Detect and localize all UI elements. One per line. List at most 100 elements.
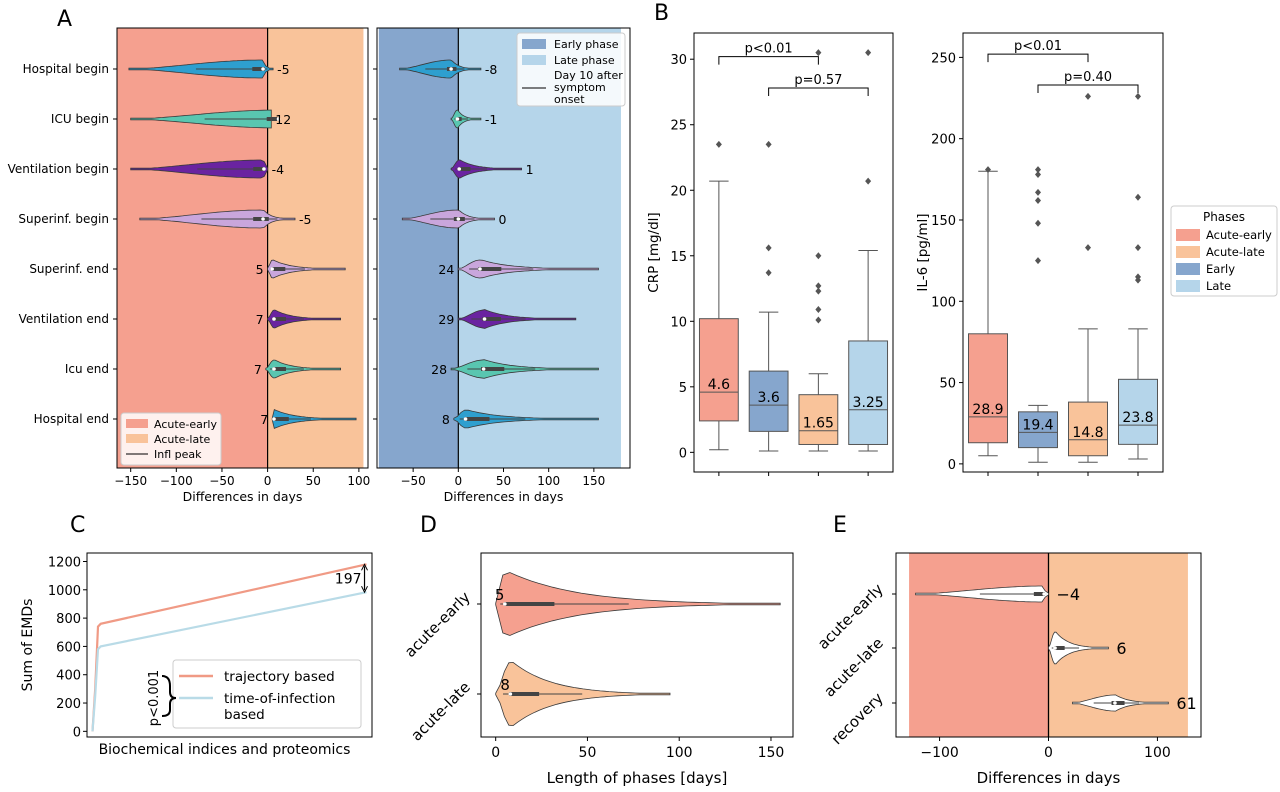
x-axis-label: Differences in days [977, 769, 1121, 787]
y-tick-label: 1200 [48, 555, 81, 570]
y-tick-label: 150 [931, 214, 956, 229]
y-tick-label: Hospital begin [23, 62, 109, 76]
panel-label-b: B [654, 1, 669, 26]
a-iqr-7 [464, 417, 490, 421]
outlier-2 [815, 252, 822, 260]
legend-label: Infl peak [154, 448, 202, 461]
panel-label-c: C [70, 513, 85, 538]
plot-frame [116, 27, 369, 469]
y-axis-label: IL-6 [pg/ml] [915, 213, 931, 291]
a-median-dot-7 [463, 417, 468, 421]
median-label: 1 [526, 162, 534, 177]
y-axis-label: CRP [mg/dl] [646, 212, 662, 292]
legend-swatch-0 [126, 419, 148, 428]
d-iqr-1 [509, 692, 540, 696]
y-tick-label: 800 [56, 612, 81, 627]
median-label: 29 [438, 312, 454, 327]
a-median-dot-4 [478, 267, 482, 271]
x-tick-label: −150 [114, 474, 147, 488]
x-tick-label: 0 [491, 745, 500, 761]
median-value-label: 3.6 [757, 390, 779, 406]
a-iqr-4 [478, 267, 502, 271]
y-tick-label: 0 [73, 725, 81, 740]
median-label: 5 [256, 262, 264, 277]
outlier-1 [1035, 166, 1041, 174]
panel-a-right-violins: -8 -1 1 0 24 29 28 8 −50 0 50 100 150 Differences in … [373, 27, 631, 504]
median-value-label: 19.4 [1022, 417, 1053, 433]
phase-background-1 [267, 28, 364, 468]
box-1 [748, 370, 789, 432]
legend-label-line: Day 10 after [554, 69, 623, 82]
legend-label-line: based [224, 707, 265, 723]
a-median-dot-0 [261, 67, 265, 71]
a-median-dot-5 [272, 317, 276, 321]
outlier-1 [1035, 219, 1041, 227]
legend-title: Phases [1203, 210, 1245, 224]
d-violin-0 [495, 572, 781, 636]
median-label: 28 [431, 362, 447, 377]
outlier-3 [1135, 92, 1141, 100]
legend-label: Late phase [554, 54, 615, 67]
legend-label: Acute-late [154, 433, 211, 446]
d-violin-1 [495, 661, 671, 727]
a-iqr-6 [481, 367, 505, 371]
median-label: 8 [500, 676, 510, 694]
median-value-label: 4.6 [708, 377, 730, 393]
y-tick-label: 1000 [48, 584, 81, 599]
y-tick-label: 100 [931, 295, 956, 310]
p-value-label: p=0.40 [1064, 70, 1112, 85]
p-value-label: p<0.01 [745, 42, 793, 57]
e-median-dot-0 [1042, 592, 1046, 596]
a-iqr-6 [273, 367, 286, 371]
significance-bracket [768, 87, 869, 97]
a-violin-5 [267, 309, 341, 329]
y-tick-label: Superinf. end [29, 262, 109, 276]
y-tick-label: ICU begin [51, 112, 109, 126]
outlier-3 [865, 49, 872, 57]
x-tick-label: 100 [1144, 745, 1171, 761]
y-tick-label: 10 [670, 315, 687, 330]
median-label: 5 [495, 586, 505, 604]
p-value-label: p<0.001 [147, 670, 162, 726]
legend-label: trajectory based [224, 669, 335, 685]
box-3 [1118, 378, 1158, 445]
legend-label: Early phase [554, 38, 619, 51]
significance-bracket [718, 56, 819, 65]
a-violin-7 [453, 409, 599, 429]
box-3 [848, 340, 889, 445]
phase-background-0 [117, 28, 268, 468]
outlier-2 [1085, 92, 1091, 100]
e-iqr-2 [1111, 701, 1125, 705]
median-label: 8 [442, 412, 450, 427]
y-tick-label: 5 [679, 381, 687, 396]
median-value-label: 14.8 [1072, 425, 1103, 441]
y-tick-label: Superinf. begin [18, 212, 109, 226]
median-label: 7 [256, 312, 264, 327]
median-label: -1 [485, 112, 497, 127]
legend-swatch-0 [1176, 229, 1200, 241]
box-1 [1018, 411, 1058, 449]
outlier-2 [815, 306, 822, 314]
panel-label-e: E [833, 513, 847, 538]
gap-arrow-head-bottom [361, 585, 368, 594]
y-tick-label: Ventilation end [19, 312, 109, 326]
median-label: 24 [438, 262, 454, 277]
x-tick-label: −100 [920, 745, 958, 761]
x-tick-label: 150 [758, 745, 785, 761]
y-tick-label: acute-early [401, 588, 474, 661]
y-tick-label: 30 [670, 53, 687, 68]
x-axis-label: Differences in days [183, 489, 303, 504]
e-median-dot-1 [1053, 646, 1057, 650]
a-median-dot-1 [276, 117, 281, 121]
y-tick-label: 50 [939, 377, 956, 392]
a-iqr-2 [253, 167, 265, 171]
outlier-0 [985, 166, 991, 174]
y-tick-label: 0 [679, 446, 687, 461]
legend-swatch-1 [1176, 246, 1200, 258]
panel-b-il6-boxplot: 28.9 19.4 14.8 23.8 0 50 100 150 200 250 IL-6 [pg/… [915, 32, 1278, 476]
legend-box [172, 659, 362, 729]
e-median-dot-2 [1113, 701, 1117, 705]
box-2 [1068, 401, 1108, 457]
legend-swatch-2 [1176, 263, 1200, 275]
x-tick-label: 150 [582, 474, 605, 488]
